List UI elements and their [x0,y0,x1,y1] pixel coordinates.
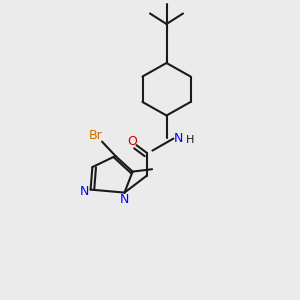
Text: N: N [174,132,183,145]
Text: N: N [80,185,89,198]
Text: Br: Br [89,129,103,142]
Text: N: N [120,193,129,206]
Text: O: O [128,135,137,148]
Text: H: H [185,135,194,145]
